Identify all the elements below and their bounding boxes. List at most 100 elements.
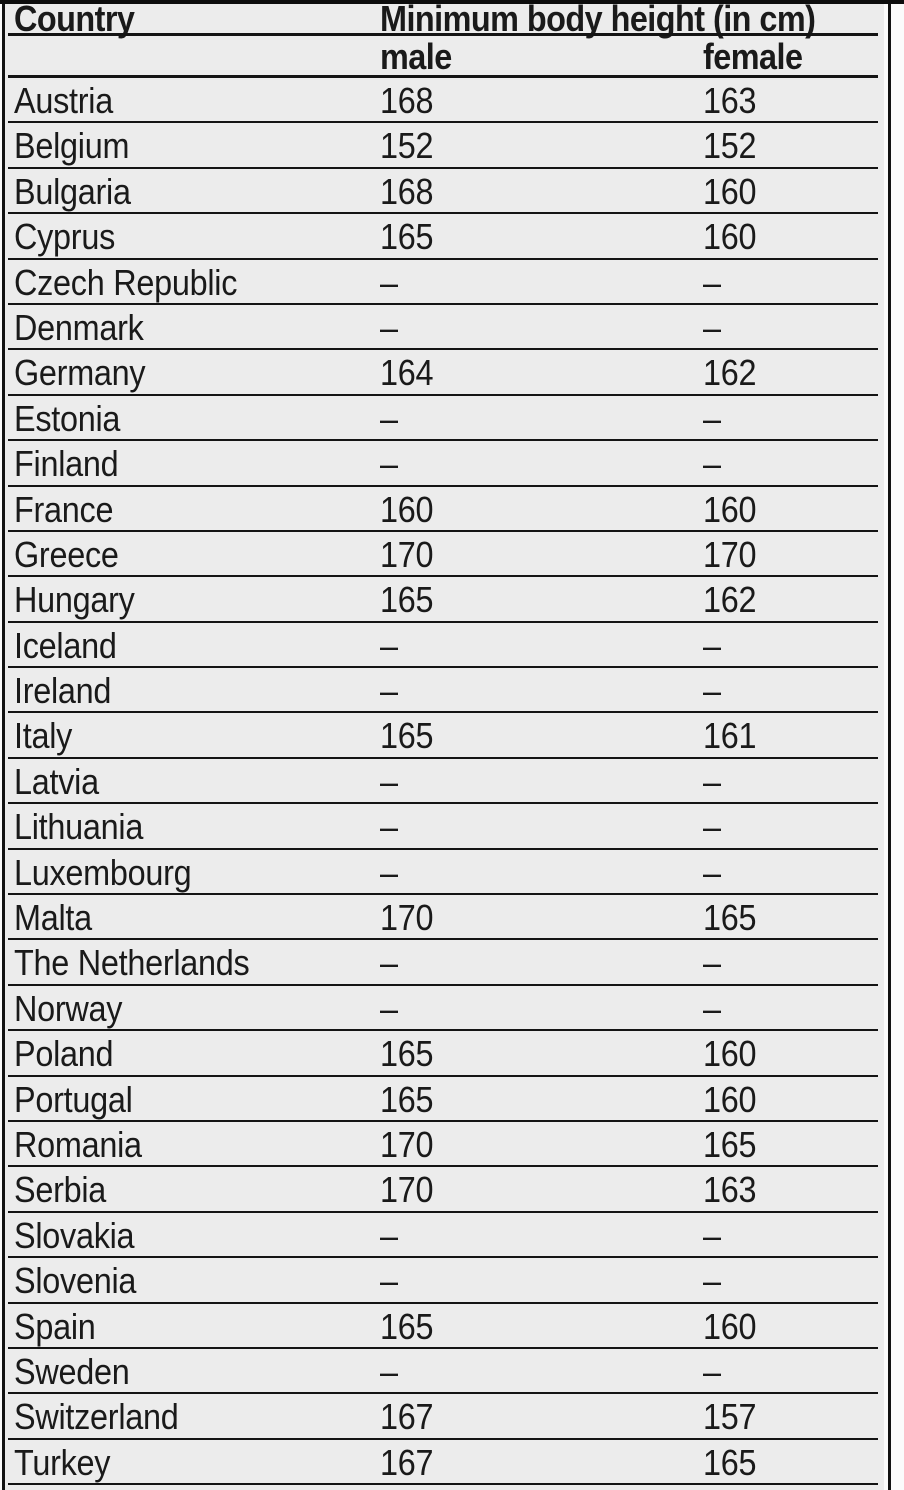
female-value-cell: – [703,305,884,350]
table-row: Finland – – [5,441,884,487]
female-value-cell: 162 [703,577,884,622]
male-value: 170 [380,1123,434,1165]
country-name: Denmark [14,306,144,348]
female-value: – [703,306,721,348]
country-name: Austria [14,80,113,121]
female-value-cell: 160 [703,1031,884,1076]
male-value-cell: – [380,1258,703,1303]
male-value-cell: 164 [380,350,703,395]
male-value-cell: 165 [380,577,703,622]
country-name: Serbia [14,1169,107,1211]
country-name: Czech Republic [14,261,238,303]
country-header-cell: Country [5,0,380,39]
male-value-cell: 165 [380,1031,703,1076]
male-value-cell: – [380,668,703,713]
male-value-cell: 167 [380,1394,703,1439]
female-value: – [703,1214,721,1256]
male-header-label: male [380,36,452,77]
table-row: Ireland – – [5,668,884,714]
country-name: Lithuania [14,806,144,848]
male-value: – [380,987,398,1029]
country-cell: The Netherlands [5,940,380,985]
female-value-cell: – [703,623,884,668]
female-value: 160 [703,488,757,530]
country-cell: Sweden [5,1349,380,1394]
table-row: Norway – – [5,986,884,1032]
male-value-cell: – [380,850,703,895]
male-value-cell: 167 [380,1440,703,1485]
country-name: Turkey [14,1441,111,1483]
country-header-label: Country [14,0,135,39]
table-header-row: Country Minimum body height (in cm) [5,0,884,39]
female-value: 160 [703,170,757,212]
female-value: – [703,1350,721,1392]
group-header-label: Minimum body height (in cm) [380,0,816,39]
male-value-cell: 170 [380,1167,703,1212]
table-body: Austria 168 163 Belgium 152 152 Bulgaria… [5,78,884,1486]
table-row: Cyprus 165 160 [5,214,884,260]
female-value: – [703,851,721,893]
female-value-cell: 170 [703,532,884,577]
country-name: Switzerland [14,1396,179,1438]
table-background [5,0,884,1490]
table-row: Turkey 167 165 [5,1440,884,1486]
country-cell: Luxembourg [5,850,380,895]
male-value-cell: – [380,759,703,804]
table-row: Lithuania – – [5,804,884,851]
country-name: Hungary [14,579,135,621]
table-row: Poland 165 160 [5,1031,884,1077]
male-value-cell: – [380,1349,703,1394]
male-value: 167 [380,1441,434,1483]
male-value: – [380,443,398,485]
female-value: – [703,397,721,439]
male-header-cell: male [380,36,703,78]
female-value-cell: 160 [703,487,884,532]
female-value: 160 [703,216,757,258]
top-border-line [0,0,904,4]
table-left-border [2,0,5,1490]
female-value-cell: 157 [703,1394,884,1439]
table-row: Slovenia – – [5,1258,884,1304]
min-body-height-table: Country Minimum body height (in cm) male… [5,0,884,1486]
male-value: 165 [380,715,434,757]
female-value: – [703,443,721,485]
male-value-cell: – [380,441,703,486]
female-value: 165 [703,1123,757,1165]
male-value: – [380,261,398,303]
table-row: Romania 170 165 [5,1122,884,1168]
male-value: – [380,942,398,984]
country-cell: Slovenia [5,1258,380,1303]
table-row: Portugal 165 160 [5,1077,884,1123]
country-cell: Slovakia [5,1213,380,1258]
country-cell: Portugal [5,1077,380,1122]
female-value-cell: 165 [703,1122,884,1167]
female-value-cell: – [703,1258,884,1303]
female-value: 160 [703,1078,757,1120]
male-value: 170 [380,1169,434,1211]
country-cell: Belgium [5,123,380,168]
male-value: – [380,670,398,712]
female-value: – [703,987,721,1029]
female-value: 162 [703,579,757,621]
country-cell: Bulgaria [5,169,380,214]
male-value-cell: – [380,986,703,1031]
male-value-cell: – [380,940,703,985]
female-value-cell: 161 [703,713,884,758]
female-value-cell: – [703,1349,884,1394]
table-row: Latvia – – [5,759,884,805]
country-name: Cyprus [14,216,116,258]
female-value-cell: – [703,804,884,849]
table-row: Denmark – – [5,305,884,351]
country-cell: Lithuania [5,804,380,849]
table-right-border [888,0,891,1490]
male-value-cell: – [380,305,703,350]
table-row: Luxembourg – – [5,850,884,896]
group-header-cell: Minimum body height (in cm) [380,0,884,39]
female-value: – [703,942,721,984]
country-cell: France [5,487,380,532]
country-cell: Latvia [5,759,380,804]
table-row: Austria 168 163 [5,78,884,124]
male-value-cell: 165 [380,214,703,259]
male-value-cell: 160 [380,487,703,532]
country-name: Greece [14,533,119,575]
